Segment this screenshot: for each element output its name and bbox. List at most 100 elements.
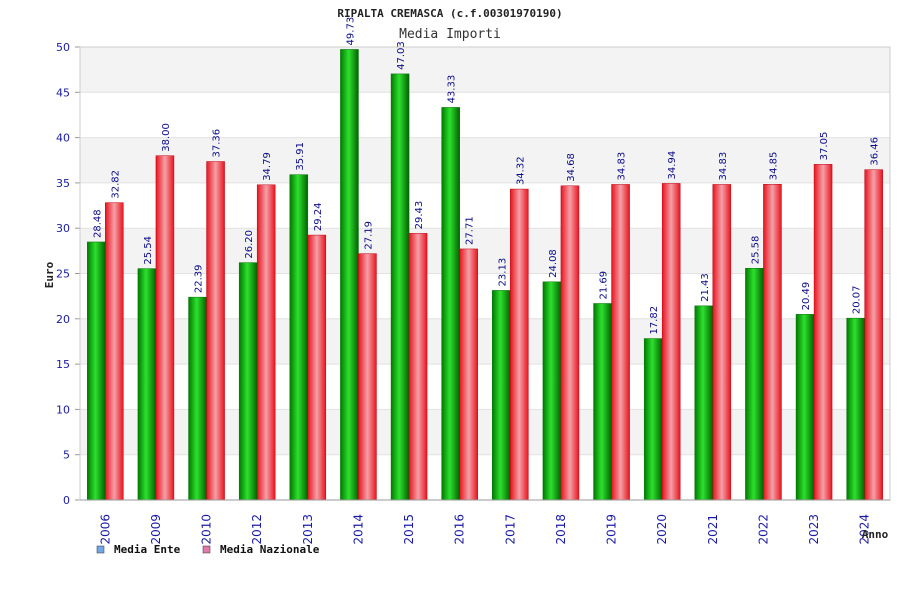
- bar-media-nazionale-2024: [864, 169, 883, 501]
- bar-media-nazionale-2022: [763, 184, 782, 501]
- value-label-media-nazionale-2018: 34.68: [566, 153, 577, 182]
- x-tick-label-2019: 2019: [605, 514, 619, 545]
- value-label-media-ente-2017: 23.13: [497, 258, 508, 287]
- grid-band: [80, 47, 890, 93]
- y-tick-label: 0: [63, 494, 70, 507]
- value-label-media-ente-2022: 25.58: [750, 236, 761, 265]
- bar-media-nazionale-2016: [459, 248, 478, 501]
- value-label-media-ente-2020: 17.82: [649, 306, 660, 335]
- x-tick-label-2013: 2013: [301, 514, 315, 545]
- bar-media-ente-2018: [542, 281, 562, 501]
- x-axis-title: Anno: [862, 528, 889, 541]
- x-tick-label-2015: 2015: [402, 514, 416, 545]
- x-tick-label-2018: 2018: [554, 514, 568, 545]
- bar-media-ente-2014: [340, 49, 359, 501]
- value-label-media-ente-2009: 25.54: [143, 236, 154, 265]
- value-label-media-ente-2015: 47.03: [396, 41, 407, 70]
- y-tick-label: 15: [56, 358, 70, 371]
- value-label-media-nazionale-2017: 34.32: [515, 156, 526, 185]
- value-label-media-nazionale-2023: 37.05: [819, 132, 830, 161]
- value-label-media-nazionale-2012: 34.79: [262, 152, 273, 181]
- x-tick-label-2017: 2017: [503, 514, 517, 545]
- x-tick-label-2024: 2024: [858, 514, 872, 545]
- value-label-media-nazionale-2010: 37.36: [212, 129, 223, 158]
- value-label-media-ente-2019: 21.69: [599, 271, 610, 300]
- x-tick-label-2023: 2023: [807, 514, 821, 545]
- value-label-media-ente-2012: 26.20: [244, 230, 255, 259]
- bar-media-ente-2010: [188, 296, 207, 501]
- x-tick-label-2022: 2022: [756, 514, 770, 545]
- bar-media-nazionale-2019: [611, 184, 630, 501]
- x-tick-label-2010: 2010: [200, 514, 214, 545]
- value-label-media-nazionale-2014: 27.19: [363, 221, 374, 250]
- value-label-media-nazionale-2024: 36.46: [870, 137, 881, 166]
- bar-media-ente-2013: [289, 174, 309, 501]
- y-tick-label: 35: [56, 177, 70, 190]
- x-tick-label-2016: 2016: [453, 514, 467, 545]
- value-label-media-ente-2018: 24.08: [548, 249, 559, 278]
- bar-media-nazionale-2023: [813, 164, 833, 501]
- y-tick-label: 50: [56, 41, 70, 54]
- value-label-media-ente-2016: 43.33: [447, 75, 458, 104]
- bar-media-ente-2024: [846, 317, 865, 501]
- bar-media-ente-2016: [441, 107, 460, 501]
- chart-title: RIPALTA CREMASCA (c.f.00301970190): [337, 7, 562, 20]
- bar-media-ente-2006: [87, 241, 106, 501]
- bar-media-ente-2022: [745, 267, 764, 501]
- bar-media-ente-2019: [593, 303, 612, 501]
- value-label-media-ente-2006: 28.48: [92, 209, 103, 238]
- y-tick-label: 40: [56, 132, 70, 145]
- x-tick-label-2009: 2009: [149, 514, 163, 545]
- bar-media-ente-2009: [137, 268, 157, 501]
- bar-media-nazionale-2020: [661, 183, 681, 501]
- value-label-media-ente-2014: 49.73: [345, 17, 356, 46]
- bar-media-ente-2020: [643, 338, 663, 501]
- legend-label-media-nazionale: Media Nazionale: [220, 543, 320, 556]
- bar-media-nazionale-2013: [307, 234, 327, 501]
- bar-media-ente-2023: [795, 314, 815, 501]
- value-label-media-nazionale-2019: 34.83: [617, 152, 628, 181]
- bar-media-ente-2015: [390, 73, 410, 501]
- legend-swatch-media-nazionale: [202, 545, 211, 554]
- bar-media-nazionale-2012: [256, 184, 276, 501]
- bar-media-nazionale-2017: [510, 188, 529, 501]
- y-tick-label: 20: [56, 313, 70, 326]
- value-label-media-nazionale-2006: 32.82: [110, 170, 121, 199]
- value-label-media-nazionale-2015: 29.43: [414, 201, 425, 230]
- y-tick-label: 25: [56, 268, 70, 281]
- value-label-media-nazionale-2021: 34.83: [718, 152, 729, 181]
- value-label-media-nazionale-2020: 34.94: [667, 151, 678, 180]
- value-label-media-ente-2024: 20.07: [852, 286, 863, 315]
- bar-media-nazionale-2018: [560, 185, 580, 501]
- value-label-media-nazionale-2016: 27.71: [465, 216, 476, 245]
- x-tick-label-2021: 2021: [706, 514, 720, 545]
- bar-media-ente-2021: [694, 305, 714, 501]
- x-tick-label-2012: 2012: [250, 514, 264, 545]
- bar-media-nazionale-2021: [712, 184, 732, 501]
- chart-subtitle: Media Importi: [399, 27, 501, 42]
- y-axis-ticks: 0 5 10 15 20 25 30 35 40 45 50: [56, 41, 70, 507]
- bar-media-nazionale-2010: [206, 161, 225, 501]
- value-label-media-ente-2010: 22.39: [194, 265, 205, 294]
- bar-media-ente-2017: [492, 290, 511, 501]
- x-tick-label-2006: 2006: [98, 514, 112, 545]
- bar-media-nazionale-2009: [155, 155, 175, 501]
- bar-media-nazionale-2015: [408, 233, 428, 501]
- legend: Media Ente Media Nazionale: [96, 543, 320, 556]
- y-tick-label: 10: [56, 403, 70, 416]
- legend-label-media-ente: Media Ente: [114, 543, 181, 556]
- value-label-media-ente-2013: 35.91: [295, 142, 306, 171]
- value-label-media-nazionale-2009: 38.00: [161, 123, 172, 152]
- value-label-media-ente-2023: 20.49: [801, 282, 812, 311]
- x-tick-label-2014: 2014: [351, 514, 365, 545]
- value-label-media-nazionale-2022: 34.85: [768, 152, 779, 181]
- x-tick-label-2020: 2020: [655, 514, 669, 545]
- x-axis-ticks: 2006 2009 2010 2012 2013 2014 2015 2016 2017 2018…: [98, 514, 871, 545]
- y-tick-label: 45: [56, 86, 70, 99]
- bar-media-ente-2012: [238, 262, 258, 501]
- bar-media-nazionale-2014: [358, 253, 377, 501]
- y-tick-label: 5: [63, 449, 70, 462]
- y-tick-label: 30: [56, 222, 70, 235]
- legend-swatch-media-ente: [96, 545, 105, 554]
